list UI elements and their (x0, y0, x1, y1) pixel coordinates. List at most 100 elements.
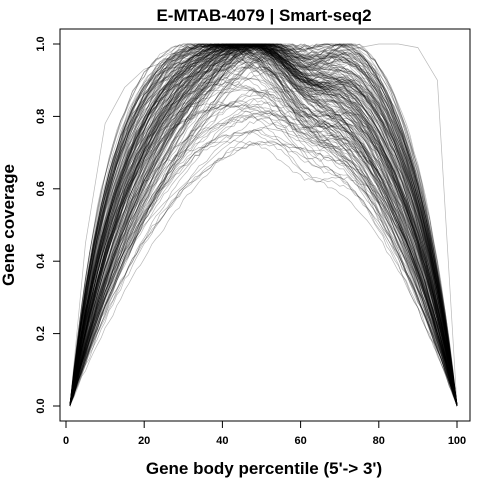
coverage-curve (69, 126, 458, 407)
coverage-curve (69, 43, 458, 406)
coverage-curve (69, 69, 458, 407)
coverage-curve (69, 43, 458, 407)
coverage-curve (69, 43, 458, 407)
coverage-curve (69, 43, 458, 407)
coverage-curve (69, 43, 458, 407)
coverage-curve (69, 64, 458, 405)
coverage-curve (69, 43, 458, 405)
coverage-curve (69, 43, 458, 407)
coverage-curve (69, 43, 458, 407)
coverage-curve (69, 43, 458, 407)
coverage-curve (69, 43, 458, 407)
coverage-curve (69, 43, 458, 407)
x-tick-label: 0 (63, 435, 69, 447)
coverage-curve (69, 43, 458, 407)
coverage-curve (69, 43, 458, 406)
coverage-curve (69, 43, 458, 407)
coverage-curve (69, 84, 458, 407)
coverage-curve (69, 43, 458, 407)
coverage-curve (69, 111, 458, 407)
coverage-curve (69, 43, 458, 407)
coverage-curve (69, 43, 458, 407)
coverage-curve (69, 43, 458, 406)
coverage-curve (69, 43, 458, 407)
coverage-curve (69, 43, 458, 407)
coverage-curve (69, 43, 458, 407)
coverage-curve (69, 43, 458, 407)
coverage-curve (69, 43, 458, 407)
coverage-curve (69, 43, 458, 407)
coverage-curve (69, 43, 458, 406)
coverage-curve (69, 43, 458, 407)
coverage-curve (69, 43, 458, 407)
coverage-curve (69, 43, 458, 407)
chart-title: E-MTAB-4079 | Smart-seq2 (156, 6, 371, 25)
coverage-curve (69, 43, 458, 407)
coverage-curve (69, 104, 458, 407)
x-tick-label: 60 (294, 435, 306, 447)
coverage-curve (69, 43, 458, 407)
coverage-curve (69, 43, 458, 407)
coverage-curve (69, 43, 458, 407)
coverage-curve (69, 43, 458, 407)
coverage-curve (69, 43, 458, 407)
coverage-curve (69, 43, 458, 407)
coverage-curve (69, 43, 458, 407)
coverage-curve (69, 43, 458, 407)
x-tick-label: 40 (216, 435, 228, 447)
coverage-curve (69, 43, 458, 407)
coverage-curve (69, 43, 458, 407)
coverage-curve (69, 43, 458, 407)
coverage-curve (69, 131, 458, 405)
coverage-curve (69, 43, 458, 407)
coverage-curve (69, 43, 458, 407)
coverage-curve (69, 43, 458, 407)
coverage-curve (69, 43, 458, 407)
coverage-curve (69, 43, 458, 407)
coverage-curve (69, 43, 458, 407)
coverage-curve (69, 43, 458, 407)
coverage-curve (69, 129, 458, 406)
coverage-curve (69, 43, 458, 407)
coverage-curve (69, 43, 458, 405)
coverage-curve (69, 112, 458, 407)
coverage-curve (69, 43, 458, 407)
coverage-curve (69, 109, 458, 407)
coverage-curve (69, 43, 458, 407)
coverage-curve (69, 43, 458, 407)
coverage-curve (69, 43, 458, 407)
coverage-curve (69, 43, 458, 407)
coverage-curve (69, 43, 458, 407)
coverage-curve (69, 43, 458, 407)
coverage-curve (69, 117, 458, 407)
coverage-curve (69, 43, 458, 407)
y-axis-title: Gene coverage (0, 164, 18, 286)
coverage-curve (69, 43, 458, 407)
coverage-curve (69, 43, 458, 407)
x-tick-label: 20 (138, 435, 150, 447)
coverage-curve (69, 60, 458, 405)
coverage-curve (69, 110, 458, 407)
coverage-curve (69, 43, 458, 407)
coverage-curve (69, 43, 458, 407)
coverage-curve (69, 43, 458, 406)
coverage-curve (69, 139, 458, 407)
coverage-curve (69, 43, 458, 406)
coverage-curve (69, 43, 458, 407)
coverage-curve (69, 87, 458, 407)
coverage-curve (69, 43, 458, 407)
coverage-curve (69, 43, 458, 407)
coverage-curve (69, 43, 458, 407)
coverage-curve (69, 43, 458, 407)
coverage-curve (69, 43, 458, 407)
coverage-curve (69, 76, 458, 407)
coverage-curve (69, 43, 458, 407)
coverage-curve (69, 115, 458, 407)
y-tick-label: 1.0 (35, 36, 47, 51)
coverage-curve (69, 43, 458, 407)
coverage-curve (69, 43, 458, 407)
coverage-curve (69, 82, 458, 407)
coverage-curve (69, 43, 458, 407)
coverage-curve (69, 66, 458, 407)
coverage-curve (69, 83, 458, 407)
